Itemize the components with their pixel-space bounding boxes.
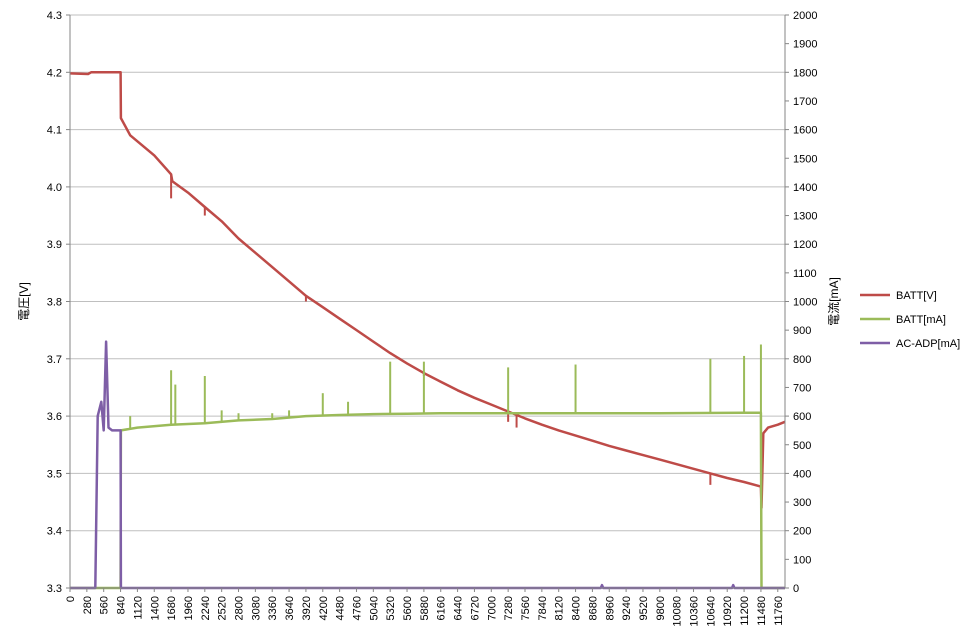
x-tick-label: 10640 (705, 596, 717, 627)
x-tick-label: 10360 (689, 596, 701, 627)
x-tick-label: 1960 (183, 596, 195, 620)
right-tick-label: 2000 (793, 10, 817, 22)
right-tick-label: 1500 (793, 153, 817, 165)
right-tick-label: 1800 (793, 67, 817, 79)
right-tick-label: 1700 (793, 96, 817, 108)
gridlines (70, 14, 785, 589)
x-tick-label: 8400 (571, 596, 583, 620)
x-tick-label: 6160 (436, 596, 448, 620)
left-tick-label: 3.8 (47, 297, 62, 309)
right-tick-label: 1600 (793, 125, 817, 137)
x-tick-label: 11200 (739, 596, 751, 626)
x-tick-label: 10920 (722, 596, 734, 627)
series-line-0 (69, 71, 786, 510)
x-tick-label: 11480 (756, 596, 768, 626)
right-tick-label: 1100 (793, 268, 817, 280)
x-axis-tick-labels: 0 280 560 840 1120 1400 1680 1960 2240 2520 2800 30… (65, 596, 785, 627)
x-tick-label: 1120 (132, 596, 144, 620)
x-tick-label: 1400 (149, 596, 161, 620)
x-tick-label: 7000 (486, 596, 498, 620)
right-tick-label: 100 (793, 554, 811, 566)
right-tick-label: 900 (793, 325, 811, 337)
right-tick-label: 1400 (793, 182, 817, 194)
left-axis-tick-labels: 3.3 3.4 3.5 3.6 3.7 3.8 3.9 4.0 4.1 4.2 4.3 (47, 10, 62, 595)
legend-label: AC-ADP[mA] (896, 338, 960, 350)
left-tick-label: 3.4 (47, 526, 62, 538)
right-axis-title: 電流[mA] (827, 277, 841, 326)
x-tick-label: 560 (99, 596, 111, 614)
series-line-2 (70, 340, 785, 590)
x-tick-label: 7280 (503, 596, 515, 620)
left-tick-label: 3.3 (47, 583, 62, 595)
x-tick-label: 5600 (402, 596, 414, 620)
legend: BATT[V] BATT[mA] AC-ADP[mA] (860, 290, 960, 350)
x-tick-label: 3920 (301, 596, 313, 620)
x-tick-label: 3080 (250, 596, 262, 620)
x-tick-label: 9240 (621, 596, 633, 620)
left-axis-title: 電圧[V] (17, 282, 31, 321)
x-tick-label: 11760 (773, 596, 785, 626)
x-tick-label: 280 (82, 596, 94, 614)
series-line-1 (70, 411, 785, 590)
right-tick-label: 700 (793, 382, 811, 394)
x-tick-label: 8120 (554, 596, 566, 620)
right-tick-label: 1000 (793, 297, 817, 309)
x-tick-label: 2240 (200, 596, 212, 620)
x-tick-label: 2800 (234, 596, 246, 620)
x-tick-label: 6440 (453, 596, 465, 620)
x-tick-label: 6720 (469, 596, 481, 620)
legend-label: BATT[mA] (896, 314, 946, 326)
x-tick-label: 5880 (419, 596, 431, 620)
left-tick-label: 3.9 (47, 239, 62, 251)
axes (66, 14, 789, 592)
x-tick-label: 8680 (587, 596, 599, 620)
left-tick-label: 3.6 (47, 411, 62, 423)
x-tick-label: 1680 (166, 596, 178, 620)
left-tick-label: 4.3 (47, 10, 62, 22)
x-tick-label: 2520 (217, 596, 229, 620)
x-tick-label: 3360 (267, 596, 279, 620)
right-tick-label: 500 (793, 440, 811, 452)
right-tick-label: 200 (793, 526, 811, 538)
right-tick-label: 600 (793, 411, 811, 423)
right-tick-label: 400 (793, 468, 811, 480)
x-tick-label: 5320 (385, 596, 397, 620)
x-tick-label: 840 (116, 596, 128, 614)
left-tick-label: 4.1 (47, 125, 62, 137)
right-tick-label: 300 (793, 497, 811, 509)
x-tick-label: 3640 (284, 596, 296, 620)
x-tick-label: 0 (65, 596, 77, 602)
right-tick-label: 1300 (793, 211, 817, 223)
x-tick-label: 9520 (638, 596, 650, 620)
x-tick-label: 4760 (351, 596, 363, 620)
x-tick-label: 8960 (604, 596, 616, 620)
x-tick-label: 4200 (318, 596, 330, 620)
right-tick-label: 1200 (793, 239, 817, 251)
x-tick-label: 10080 (672, 596, 684, 627)
right-tick-label: 800 (793, 354, 811, 366)
right-tick-label: 1900 (793, 39, 817, 51)
x-tick-label: 7840 (537, 596, 549, 620)
series-lines (69, 71, 786, 590)
left-tick-label: 3.5 (47, 468, 62, 480)
x-tick-label: 4480 (335, 596, 347, 620)
x-tick-label: 7560 (520, 596, 532, 620)
left-tick-label: 4.2 (47, 67, 62, 79)
left-tick-label: 3.7 (47, 354, 62, 366)
x-tick-label: 5040 (368, 596, 380, 620)
right-axis-tick-labels: 0 100 200 300 400 500 600 700 800 900 1000 1100 1200… (793, 10, 817, 595)
left-tick-label: 4.0 (47, 182, 62, 194)
legend-label: BATT[V] (896, 290, 937, 302)
right-tick-label: 0 (793, 583, 799, 595)
x-tick-label: 9800 (655, 596, 667, 620)
